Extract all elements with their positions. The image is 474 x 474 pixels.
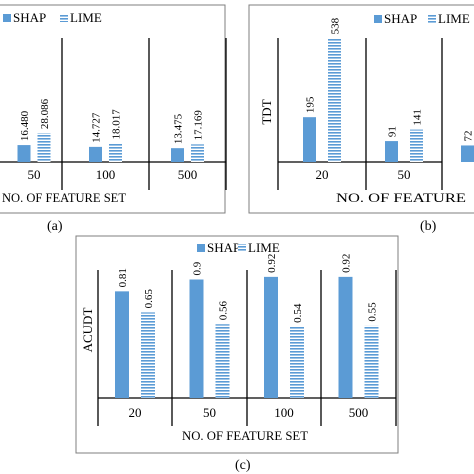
panel-c-frame xyxy=(75,235,399,454)
panel-a-tick-label: 50 xyxy=(28,167,41,182)
panel-c-bar-shap xyxy=(115,291,129,398)
panel-c-data-label: 0.9 xyxy=(192,261,204,275)
panel-a-tick-label: 100 xyxy=(96,167,116,182)
panel-b-tick-label: 50 xyxy=(398,167,411,182)
panel-c-data-label: 0.55 xyxy=(367,302,379,322)
panel-c-data-label: 0.56 xyxy=(218,301,230,321)
panel-c-bar-shap xyxy=(189,279,204,398)
panel-b-caption: (b) xyxy=(420,219,437,234)
panel-a-tick-label: 500 xyxy=(178,167,198,182)
panel-c-ylabel: ACUDT xyxy=(80,308,95,353)
panel-b-data-label: 141 xyxy=(412,109,424,126)
panel-a-bar-lime xyxy=(191,144,204,162)
panel-a-bar-lime xyxy=(109,143,122,162)
panel-a-data-label: 28.086 xyxy=(39,98,51,129)
panel-a-legend-shap-swatch xyxy=(3,14,11,22)
panel-c-bar-shap xyxy=(264,276,278,398)
panel-a-plot: 50 16.480 28.086 100 14.727 18.017 500 13.475 17… xyxy=(0,38,227,190)
panel-c-bar-lime xyxy=(215,324,230,398)
panel-a-caption: (a) xyxy=(47,219,63,234)
panel-c-legend-shap-label: SHAP xyxy=(207,240,240,255)
panel-a-frame xyxy=(0,4,226,214)
panel-c-legend-lime-label: LIME xyxy=(248,240,280,255)
panel-c-tick-label: 500 xyxy=(349,405,369,420)
panel-b-ylabel: TDT xyxy=(259,99,274,124)
panel-b-bar-shap xyxy=(461,145,474,162)
panel-c-bar-lime xyxy=(290,326,304,398)
panel-a-legend-lime-swatch xyxy=(60,14,68,22)
panel-b-data-label: 538 xyxy=(330,17,342,34)
panel-b-bar-lime xyxy=(328,38,341,162)
panel-a-data-label: 18.017 xyxy=(111,109,123,140)
panel-b-frame xyxy=(248,4,474,214)
panel-a-legend-lime-label: LIME xyxy=(70,10,102,25)
panel-b-xlabel: NO. OF FEATURE xyxy=(336,190,466,205)
panel-a-bar-lime xyxy=(37,133,51,162)
panel-b-legend-shap-label: SHAP xyxy=(384,11,417,26)
panel-b-bar-lime xyxy=(410,129,423,162)
panel-b-data-label: 91 xyxy=(387,126,399,137)
panel-c-plot: 20 0.81 0.65 50 0.9 0.56 100 0.92 0.54 500 0.92 0.5… xyxy=(97,254,397,426)
panel-b-legend-shap-swatch xyxy=(374,15,382,23)
panel-c-legend-shap-swatch xyxy=(197,244,205,252)
panel-a-data-label: 13.475 xyxy=(173,113,185,144)
panel-a-data-label: 14.727 xyxy=(91,112,103,143)
panel-c-bar-lime xyxy=(141,312,155,398)
panel-c-bar-lime xyxy=(364,325,379,398)
panel-c-tick-label: 100 xyxy=(274,405,294,420)
panel-c-xlabel: NO. OF FEATURE SET xyxy=(182,428,308,443)
panel-c-data-label: 0.81 xyxy=(117,268,129,287)
panel-a-bar-shap xyxy=(171,148,184,162)
panel-b: SHAP LIME TDT 2019553850911411072 NO. OF… xyxy=(248,4,474,234)
panel-a-data-label: 17.169 xyxy=(193,110,205,141)
panel-a-bar-shap xyxy=(17,145,31,162)
panel-b-plot: 2019553850911411072 xyxy=(277,17,474,190)
panel-b-bar-shap xyxy=(303,117,316,162)
panel-a-bar-shap xyxy=(89,146,102,162)
panel-c-legend-lime-swatch xyxy=(238,244,246,252)
panel-c-data-label: 0.92 xyxy=(341,254,353,273)
panel-b-bar-shap xyxy=(385,141,398,162)
panel-a-legend-shap-label: SHAP xyxy=(13,10,46,25)
panel-c-data-label: 0.65 xyxy=(143,289,155,309)
panel-c-bar-shap xyxy=(338,276,353,398)
panel-c-data-label: 0.54 xyxy=(292,303,304,323)
panel-b-data-label: 72 xyxy=(463,130,474,141)
panel-c-tick-label: 50 xyxy=(203,405,216,420)
panel-b-legend-lime-label: LIME xyxy=(438,11,470,26)
panel-c-data-label: 0.92 xyxy=(266,254,278,273)
panel-c-tick-label: 20 xyxy=(129,405,142,420)
panel-a-data-label: 16.480 xyxy=(19,110,31,141)
panel-c-caption: (c) xyxy=(235,458,251,473)
panel-b-data-label: 195 xyxy=(305,96,317,113)
panel-b-legend-lime-swatch xyxy=(428,15,436,23)
panel-c: SHAP LIME ACUDT 20 0.81 0.65 50 0.9 0.56 100 0.… xyxy=(75,235,399,473)
panel-b-tick-label: 20 xyxy=(316,167,329,182)
panel-a-xlabel: NO. OF FEATURE SET xyxy=(2,190,126,205)
